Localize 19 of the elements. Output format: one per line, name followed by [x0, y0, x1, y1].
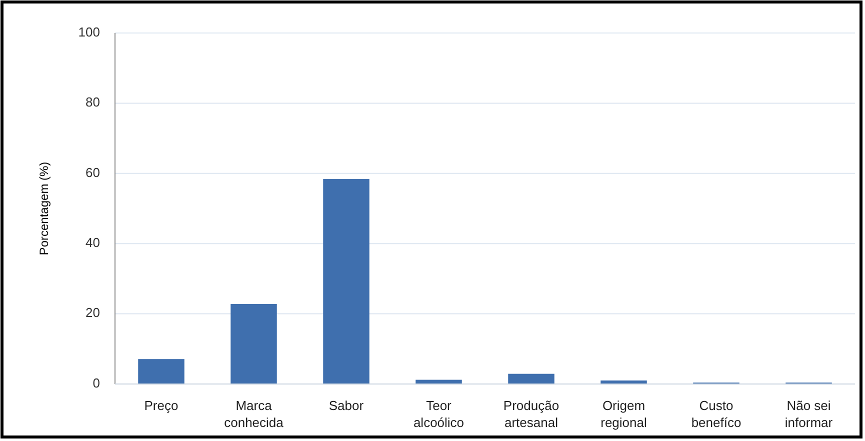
x-tick-label: Produção artesanal	[503, 398, 560, 430]
bar	[508, 374, 554, 384]
x-tick-label: Marca conhecida	[224, 398, 284, 430]
y-tick-label: 100	[78, 24, 100, 40]
y-axis-title: Porcentagem (%)	[37, 162, 51, 256]
y-tick-label: 80	[86, 94, 100, 110]
y-tick-label: 20	[86, 305, 100, 320]
bar	[138, 359, 184, 384]
x-tick-label: Não sei informar	[784, 398, 834, 430]
bar	[230, 304, 277, 384]
bar	[323, 179, 370, 384]
x-tick-label: Origem regional	[600, 398, 647, 430]
y-tick-label: 40	[86, 235, 100, 250]
y-tick-label: 0	[92, 375, 100, 390]
x-tick-label: Preço	[144, 398, 178, 413]
x-tick-label: Sabor	[328, 398, 364, 413]
x-tick-label: Custo benefíco	[691, 398, 742, 430]
x-tick-label: Teor alcoólico	[413, 398, 464, 430]
y-tick-label: 60	[86, 164, 100, 180]
